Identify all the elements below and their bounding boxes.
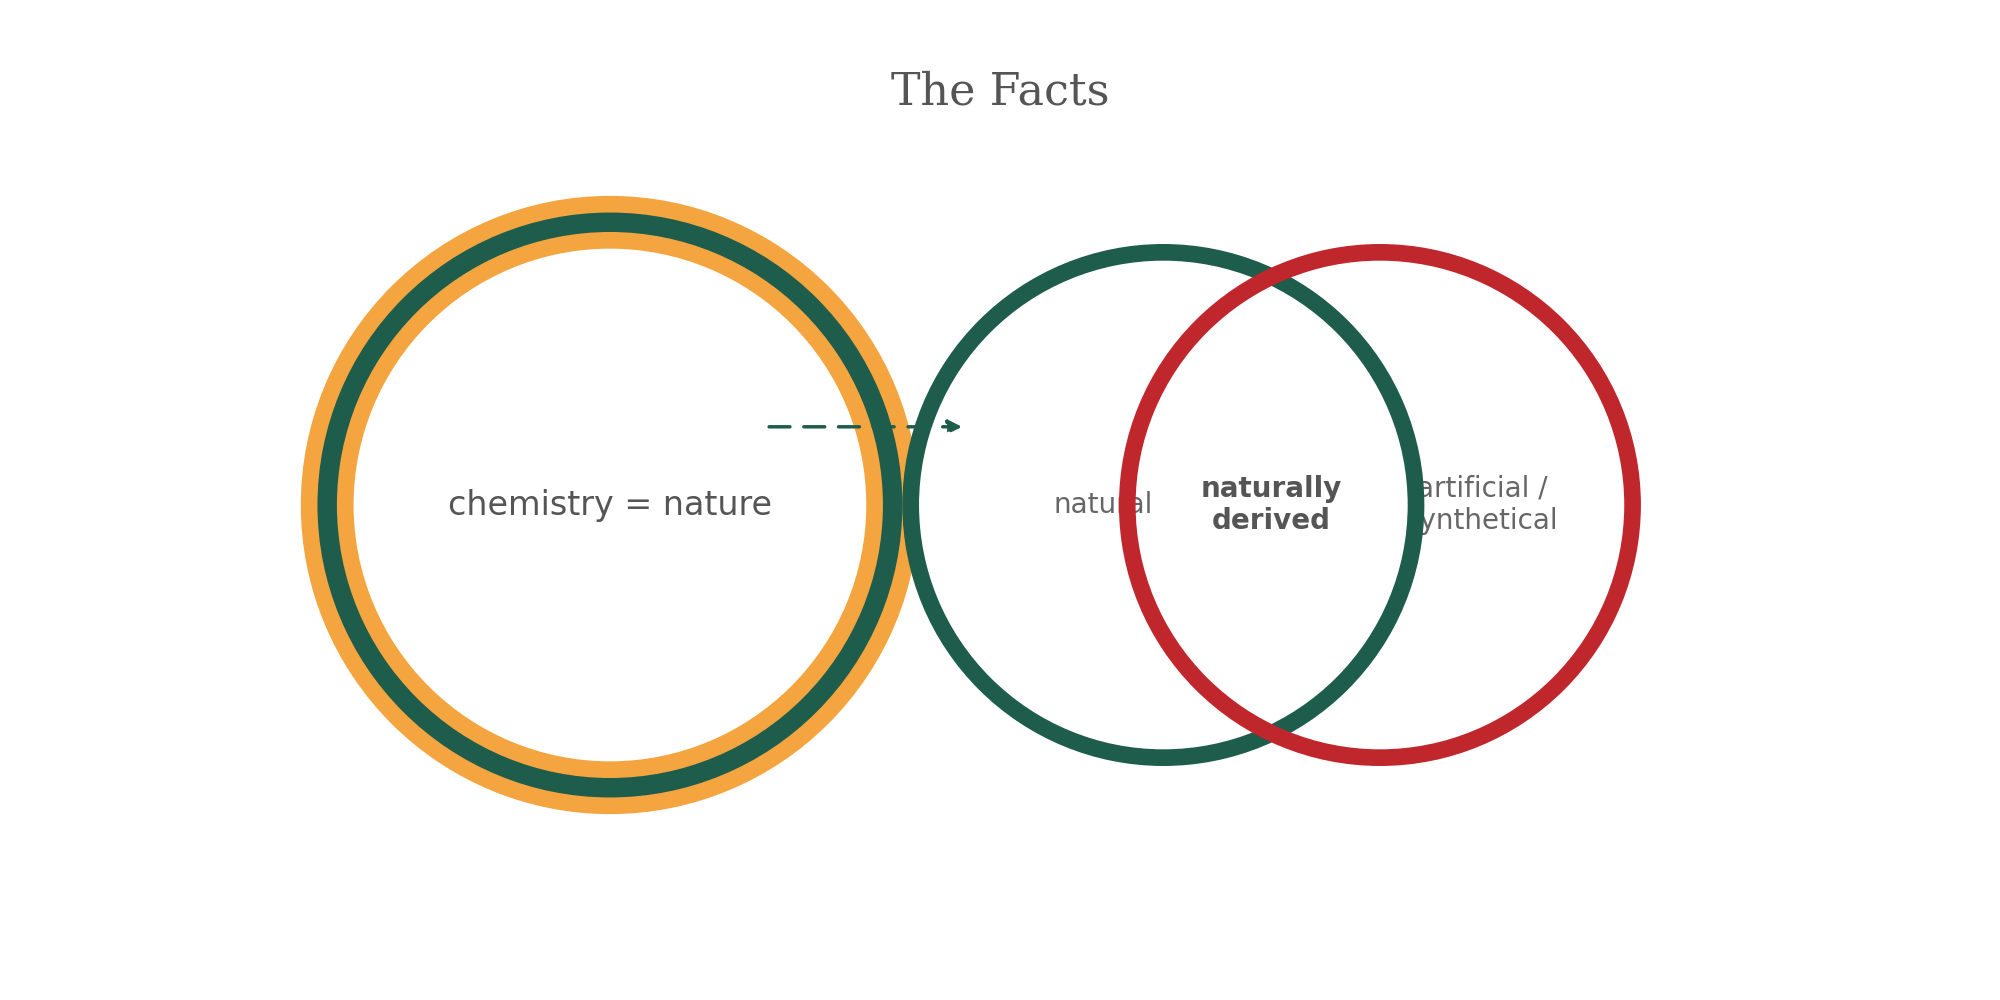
Text: artificial /
synthetical: artificial / synthetical: [1406, 475, 1558, 535]
Text: chemistry = nature: chemistry = nature: [448, 488, 772, 522]
Text: The Facts: The Facts: [890, 70, 1110, 113]
Text: naturally
derived: naturally derived: [1200, 475, 1342, 535]
Text: natural: natural: [1054, 491, 1152, 519]
